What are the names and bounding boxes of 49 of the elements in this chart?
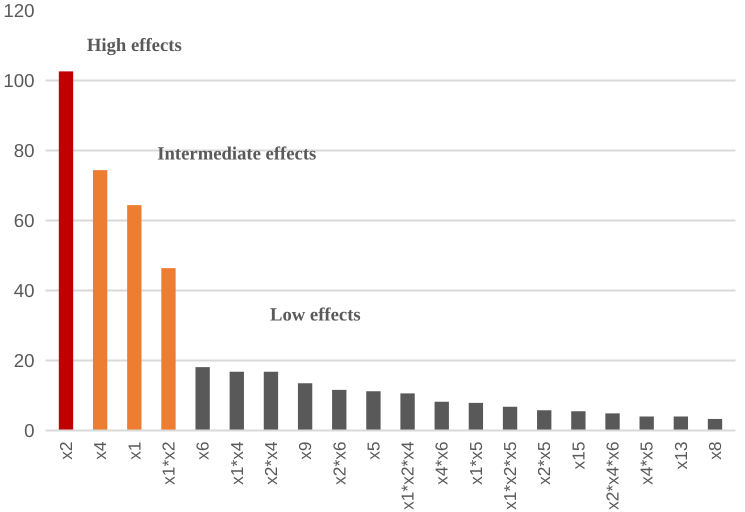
bar — [468, 402, 484, 430]
bar — [161, 268, 176, 430]
y-tick-label: 40 — [14, 280, 35, 301]
x-tick-label: x15 — [568, 441, 588, 470]
bar — [674, 416, 688, 430]
bar — [571, 411, 586, 430]
annotation: Intermediate effects — [157, 144, 316, 164]
x-tick-label: x1*x2 — [158, 441, 178, 485]
y-tick-label: 120 — [3, 0, 35, 21]
x-tick-label: x1*x5 — [466, 441, 486, 485]
bar — [434, 402, 449, 430]
x-tick-label: x2*x6 — [329, 441, 350, 485]
bar — [58, 71, 74, 430]
bar — [230, 372, 244, 430]
annotation: Low effects — [270, 304, 361, 326]
bar — [195, 367, 210, 430]
x-tick-label: x9 — [295, 441, 316, 460]
bar — [537, 410, 552, 430]
x-tick-label: x4*x5 — [636, 441, 657, 485]
annotation: High effects — [86, 35, 182, 56]
bar — [332, 390, 346, 430]
bar — [298, 383, 312, 430]
y-tick-label: 20 — [14, 350, 35, 371]
x-tick-label: x2 — [56, 441, 76, 460]
x-tick-label: x13 — [670, 441, 691, 470]
x-tick-label: x1 — [124, 441, 144, 460]
x-tick-label: x8 — [705, 441, 726, 460]
x-tick-label: x2*x5 — [534, 441, 554, 485]
x-tick-label: x2*x4*x6 — [602, 442, 623, 510]
x-tick-label: x4 — [90, 441, 110, 460]
bar — [502, 406, 518, 430]
y-tick-label: 0 — [24, 420, 35, 441]
x-tick-label: x6 — [192, 441, 213, 460]
x-tick-label: x4*x6 — [432, 441, 452, 485]
y-tick-label: 60 — [14, 210, 35, 231]
x-tick-label: x1*x2*x5 — [500, 442, 520, 510]
y-tick-label: 80 — [14, 140, 35, 161]
x-tick-label: x1*x4 — [226, 441, 247, 485]
bar — [264, 372, 278, 430]
bar — [92, 170, 108, 430]
x-tick-label: x1*x2*x4 — [398, 441, 418, 510]
x-tick-label: x2*x4 — [260, 441, 281, 485]
y-tick-label: 100 — [3, 70, 35, 91]
bar — [605, 413, 620, 430]
x-tick-label: x5 — [363, 441, 384, 460]
bar — [366, 391, 381, 430]
bar — [127, 205, 142, 430]
bar — [640, 416, 654, 430]
bar — [400, 393, 415, 430]
